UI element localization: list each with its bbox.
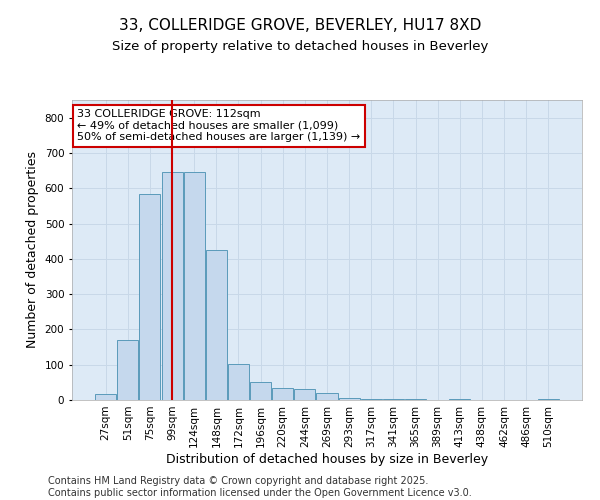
Text: Size of property relative to detached houses in Beverley: Size of property relative to detached ho… bbox=[112, 40, 488, 53]
Bar bbox=[184, 172, 205, 400]
Bar bbox=[161, 172, 182, 400]
Bar bbox=[361, 398, 382, 400]
Bar bbox=[383, 398, 404, 400]
Bar bbox=[206, 250, 227, 400]
Text: 33 COLLERIDGE GROVE: 112sqm
← 49% of detached houses are smaller (1,099)
50% of : 33 COLLERIDGE GROVE: 112sqm ← 49% of det… bbox=[77, 109, 361, 142]
Bar bbox=[538, 398, 559, 400]
Bar bbox=[272, 388, 293, 400]
Bar bbox=[250, 382, 271, 400]
Bar bbox=[316, 393, 338, 400]
Bar bbox=[228, 364, 249, 400]
Bar bbox=[338, 398, 359, 400]
Y-axis label: Number of detached properties: Number of detached properties bbox=[26, 152, 39, 348]
Text: Contains HM Land Registry data © Crown copyright and database right 2025.
Contai: Contains HM Land Registry data © Crown c… bbox=[48, 476, 472, 498]
Bar bbox=[95, 394, 116, 400]
Bar bbox=[405, 399, 426, 400]
Bar bbox=[139, 194, 160, 400]
X-axis label: Distribution of detached houses by size in Beverley: Distribution of detached houses by size … bbox=[166, 452, 488, 466]
Bar bbox=[295, 390, 316, 400]
Bar bbox=[118, 340, 139, 400]
Text: 33, COLLERIDGE GROVE, BEVERLEY, HU17 8XD: 33, COLLERIDGE GROVE, BEVERLEY, HU17 8XD bbox=[119, 18, 481, 32]
Bar bbox=[449, 399, 470, 400]
